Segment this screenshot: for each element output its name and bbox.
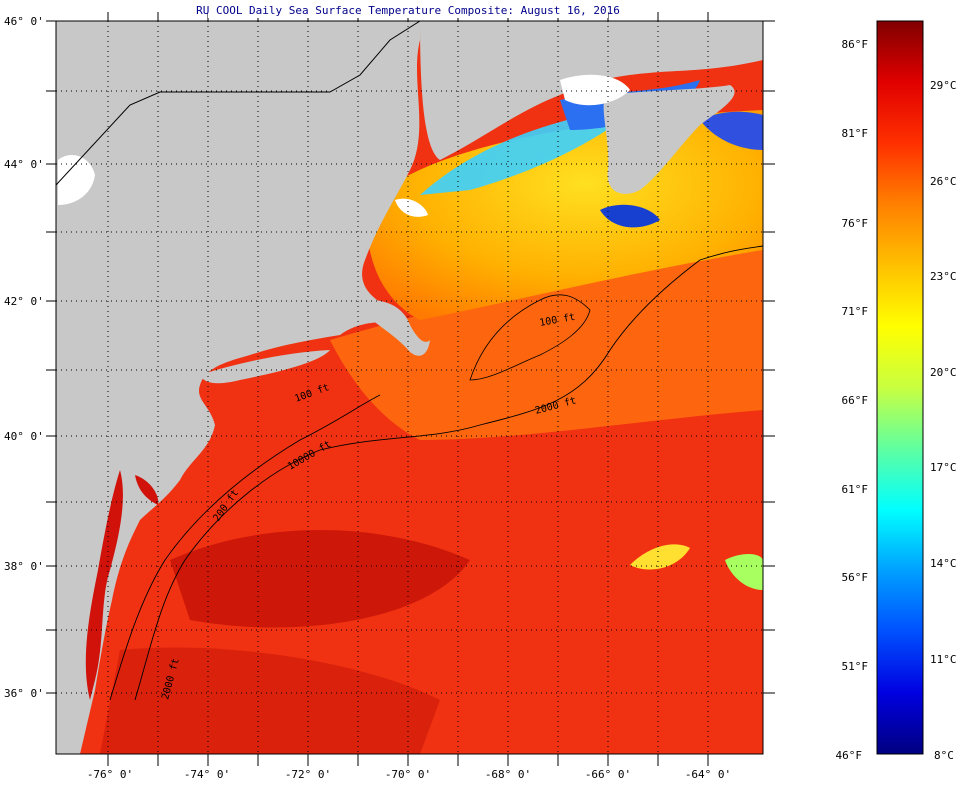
land-nova-scotia [603,85,735,194]
state-boundary [56,21,421,186]
sst-map [56,21,763,754]
depth-contour [134,245,763,701]
cool-spot [725,554,763,590]
depth-contour [109,394,381,701]
cloud-mask [560,74,630,106]
celsius-label: 23°C [930,270,957,283]
fahrenheit-label: 86°F [842,38,869,51]
lon-label: -70° 0' [385,768,431,781]
fahrenheit-label: 71°F [842,305,869,318]
celsius-label: 11°C [930,653,957,666]
celsius-label: 20°C [930,366,957,379]
land-cape-cod [370,300,430,356]
lon-label: -76° 0' [87,768,133,781]
land-long-island [200,350,330,384]
celsius-label: 26°C [930,175,957,188]
ocean-hot-area [170,530,470,628]
cool-spot [630,544,690,570]
map-title: RU COOL Daily Sea Surface Temperature Co… [196,4,620,17]
lon-label: -68° 0' [485,768,531,781]
cold-patch [600,204,660,228]
cloud-mask [395,198,428,217]
fahrenheit-label: 76°F [842,217,869,230]
celsius-label: 14°C [930,557,957,570]
colorbar-gradient [876,20,924,755]
cold-patch-east [700,111,763,150]
land-mainland [56,21,420,754]
fahrenheit-label: 51°F [842,660,869,673]
lon-label: -66° 0' [585,768,631,781]
fahrenheit-label: 56°F [842,571,869,584]
title-background [208,3,608,18]
colorbar-fahrenheit-labels: 86°F 81°F 76°F 71°F 66°F 61°F 56°F 51°F … [836,38,869,762]
delaware-bay [135,475,159,505]
cloud-mask [58,155,95,205]
colorbar-celsius-labels: 29°C 26°C 23°C 20°C 17°C 14°C 11°C 8°C [930,79,957,762]
celsius-label: 17°C [930,461,957,474]
celsius-label: 8°C [934,749,954,762]
lon-label: -74° 0' [184,768,230,781]
lat-label: 38° 0' [4,560,44,573]
celsius-label: 29°C [930,79,957,92]
land-northeast [420,21,763,160]
map-frame [55,20,764,755]
latitude-labels: 46° 0' 44° 0' 42° 0' 40° 0' 38° 0' 36° 0… [4,15,44,700]
lat-label: 40° 0' [4,430,44,443]
lat-label: 36° 0' [4,687,44,700]
lon-label: -72° 0' [285,768,331,781]
lat-label: 42° 0' [4,295,44,308]
fahrenheit-label: 61°F [842,483,869,496]
fahrenheit-label: 81°F [842,127,869,140]
graticule [56,21,763,754]
colorbar: 86°F 81°F 76°F 71°F 66°F 61°F 56°F 51°F … [836,20,957,762]
depth-contour [469,294,591,381]
fahrenheit-label: 46°F [836,749,863,762]
chesapeake-bay [85,470,123,700]
lat-label: 46° 0' [4,15,44,28]
longitude-labels: -76° 0' -74° 0' -72° 0' -70° 0' -68° 0' … [87,768,731,781]
fahrenheit-label: 66°F [842,394,869,407]
lon-label: -64° 0' [685,768,731,781]
lat-label: 44° 0' [4,158,44,171]
ocean-hot-area-south [100,647,440,754]
